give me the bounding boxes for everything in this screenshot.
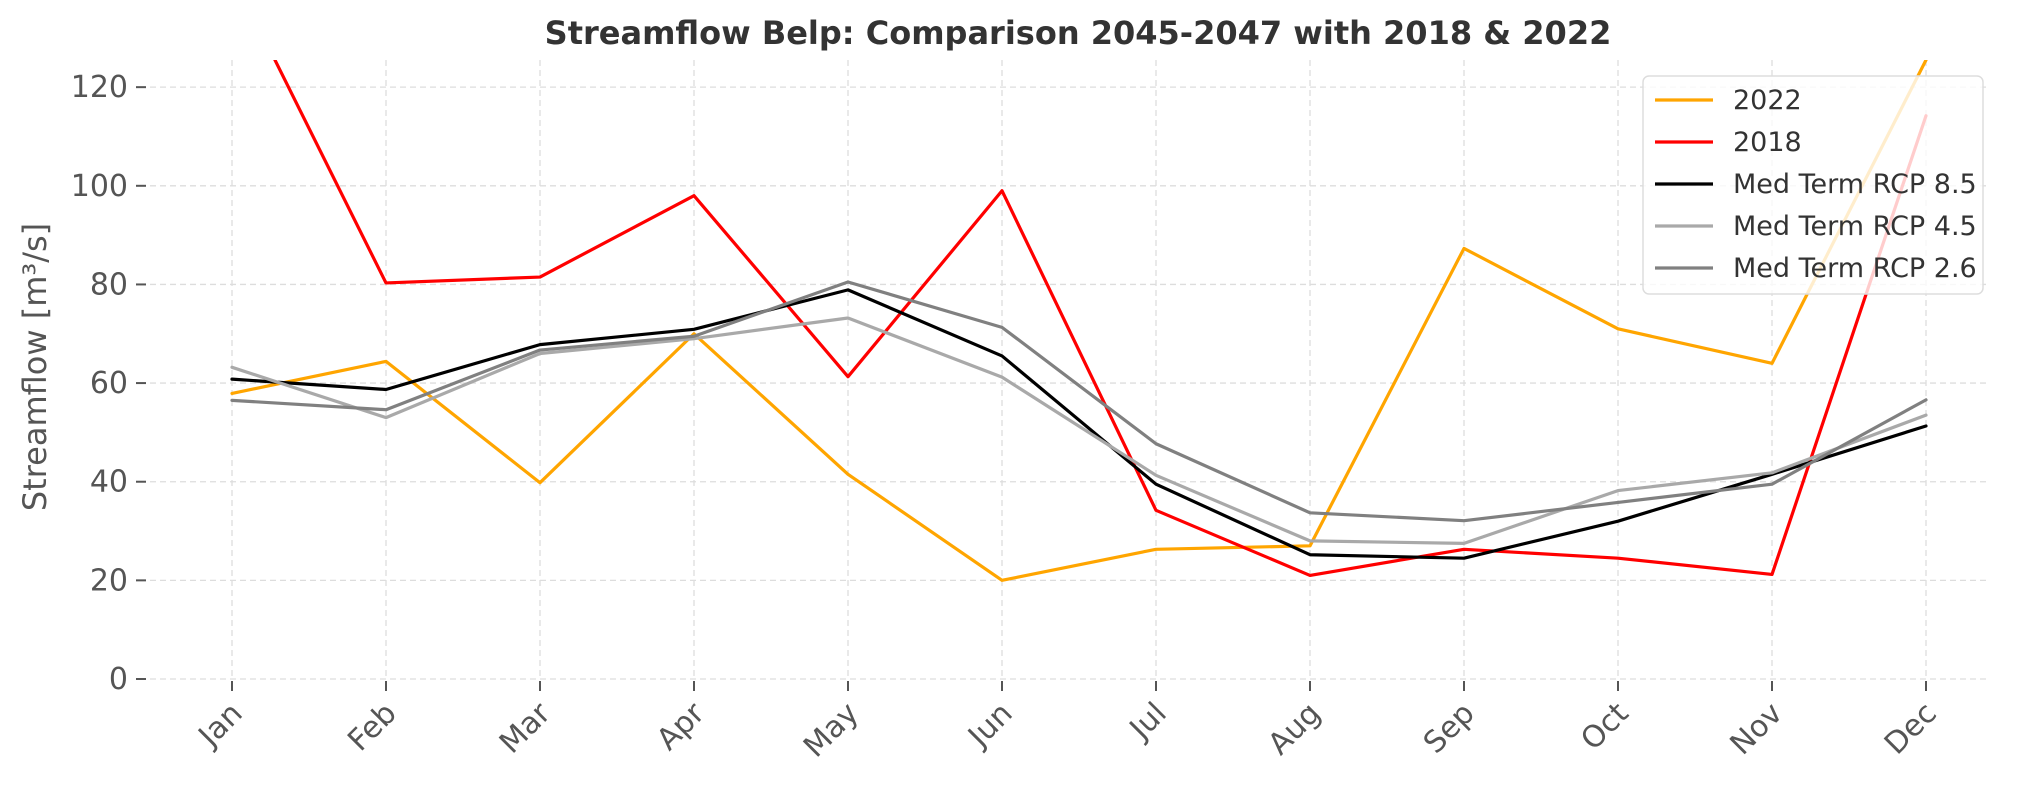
y-tick-label: 60 xyxy=(90,366,128,401)
series-layer xyxy=(230,60,1928,582)
x-tick-label: Jun xyxy=(960,696,1019,755)
chart-title: Streamflow Belp: Comparison 2045-2047 wi… xyxy=(545,14,1612,52)
y-tick-label: 100 xyxy=(71,169,128,204)
y-axis-label: Streamflow [m³/s] xyxy=(16,223,54,511)
y-tick-label: 20 xyxy=(90,563,128,598)
legend-label-med-term-rcp-2-6: Med Term RCP 2.6 xyxy=(1733,253,1977,284)
x-axis: Jan Feb Mar Apr May Jun Jul Aug Sep Oct Nov Dec xyxy=(191,681,1944,765)
x-tick-label: Nov xyxy=(1723,696,1789,762)
x-tick-label: Oct xyxy=(1574,696,1636,758)
series-line-2018 xyxy=(273,60,1928,578)
x-tick-label: Feb xyxy=(341,696,403,758)
legend-label-2022: 2022 xyxy=(1733,85,1802,116)
legend-label-2018: 2018 xyxy=(1733,127,1802,158)
y-tick-label: 0 xyxy=(109,662,128,697)
series-line-med-term-rcp-2-6 xyxy=(230,280,1928,523)
x-tick-label: Jul xyxy=(1122,696,1174,748)
x-tick-label: Jan xyxy=(191,696,250,755)
x-tick-label: Aug xyxy=(1261,696,1327,762)
y-tick-label: 40 xyxy=(90,465,128,500)
legend-label-med-term-rcp-8-5: Med Term RCP 8.5 xyxy=(1733,169,1977,200)
series-line-med-term-rcp-4-5 xyxy=(230,316,1928,545)
legend-box xyxy=(1642,75,1984,295)
x-tick-label: May xyxy=(797,696,866,765)
series-line-med-term-rcp-8-5 xyxy=(230,288,1928,560)
y-tick-label: 120 xyxy=(71,70,128,105)
y-axis: 0 20 40 60 80 100 120 xyxy=(71,70,146,697)
series-line-2022 xyxy=(230,60,1928,582)
x-tick-label: Sep xyxy=(1417,696,1482,761)
legend-label-med-term-rcp-4-5: Med Term RCP 4.5 xyxy=(1733,211,1977,242)
x-tick-label: Apr xyxy=(650,695,712,757)
legend: 2022 2018 Med Term RCP 8.5 Med Term RCP 4.5… xyxy=(1642,75,1984,295)
x-tick-label: Dec xyxy=(1878,696,1944,762)
y-tick-label: 80 xyxy=(90,267,128,302)
x-tick-label: Mar xyxy=(493,695,558,760)
